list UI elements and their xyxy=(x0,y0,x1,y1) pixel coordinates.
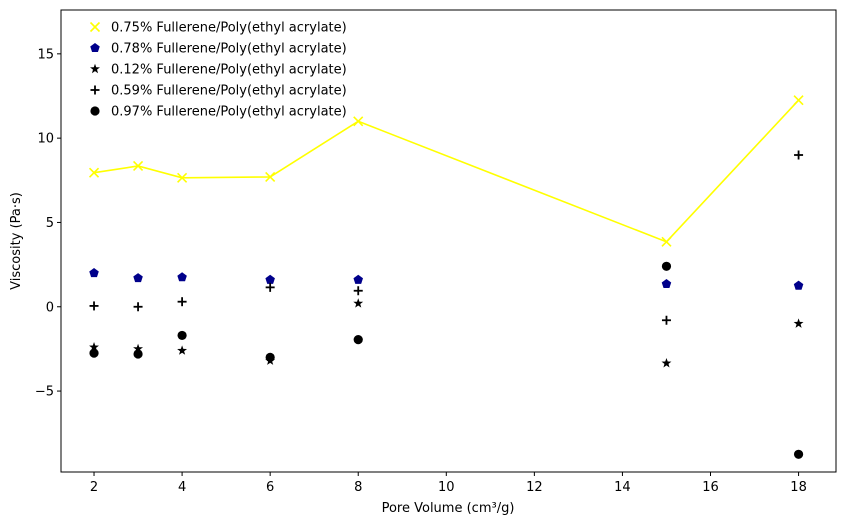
data-point xyxy=(177,330,187,341)
y-tick-label: −5 xyxy=(35,385,54,400)
data-point xyxy=(265,282,275,292)
data-point xyxy=(353,286,363,296)
y-tick-label: 0 xyxy=(46,300,54,315)
legend-label: 0.75% Fullerene/Poly(ethyl acrylate) xyxy=(111,21,347,36)
legend-label: 0.78% Fullerene/Poly(ethyl acrylate) xyxy=(111,42,347,57)
legend-item: 0.78% Fullerene/Poly(ethyl acrylate) xyxy=(90,42,347,57)
legend-item: 0.75% Fullerene/Poly(ethyl acrylate) xyxy=(89,21,347,36)
x-axis: 2 4 6 8 10 12 14 16 18 xyxy=(90,472,807,495)
data-point xyxy=(265,274,275,284)
x-tick-label: 14 xyxy=(614,480,631,495)
data-point xyxy=(133,349,143,359)
x-tick-label: 10 xyxy=(438,480,455,495)
y-tick-label: 10 xyxy=(37,132,54,147)
legend-item: 0.97% Fullerene/Poly(ethyl acrylate) xyxy=(90,105,347,120)
data-point xyxy=(661,358,672,368)
data-point xyxy=(88,167,100,178)
data-point xyxy=(177,297,187,307)
data-point xyxy=(353,335,363,345)
data-point xyxy=(661,236,672,247)
y-axis: −5 0 5 10 15 xyxy=(35,47,61,400)
data-point xyxy=(89,342,99,352)
plot-frame xyxy=(60,9,837,473)
data-point xyxy=(133,302,143,312)
legend-label: 0.59% Fullerene/Poly(ethyl acrylate) xyxy=(111,84,347,99)
plot-background xyxy=(61,10,836,472)
legend-item: 0.12% Fullerene/Poly(ethyl acrylate) xyxy=(90,63,347,78)
legend-marker xyxy=(90,43,100,53)
data-point xyxy=(133,273,143,283)
data-point xyxy=(793,449,804,459)
legend-marker xyxy=(90,63,100,74)
series-1 xyxy=(88,95,804,247)
data-point xyxy=(265,352,275,362)
data-point xyxy=(89,348,99,358)
y-tick-label: 5 xyxy=(46,216,54,231)
data-point xyxy=(89,268,99,278)
data-point xyxy=(794,150,804,160)
data-point xyxy=(661,279,672,289)
data-point xyxy=(265,171,276,182)
data-point xyxy=(793,95,804,106)
series-4 xyxy=(89,150,804,325)
x-axis-label: Pore Volume (cm³/g) xyxy=(382,501,515,516)
data-point xyxy=(661,315,671,325)
series-2 xyxy=(89,268,804,290)
series-5 xyxy=(89,261,804,459)
legend-marker xyxy=(89,21,101,33)
x-tick-label: 12 xyxy=(526,480,543,495)
legend-item: 0.59% Fullerene/Poly(ethyl acrylate) xyxy=(90,84,347,99)
data-point xyxy=(133,343,144,354)
data-point xyxy=(177,345,188,355)
x-tick-label: 16 xyxy=(702,480,719,495)
data-point xyxy=(177,272,187,282)
legend: 0.75% Fullerene/Poly(ethyl acrylate) 0.78… xyxy=(89,21,347,120)
data-point xyxy=(793,280,804,290)
x-tick-label: 8 xyxy=(354,480,362,495)
x-tick-label: 6 xyxy=(266,480,274,495)
data-point xyxy=(89,301,99,311)
y-axis-label: Viscosity (Pa·s) xyxy=(9,192,24,290)
data-point xyxy=(793,318,804,328)
series-layer xyxy=(88,95,804,459)
data-point xyxy=(661,261,672,271)
data-point xyxy=(353,116,364,127)
x-tick-label: 4 xyxy=(178,480,186,495)
legend-marker xyxy=(90,106,100,116)
data-point xyxy=(353,274,363,284)
legend-label: 0.12% Fullerene/Poly(ethyl acrylate) xyxy=(111,63,347,78)
y-tick-label: 15 xyxy=(37,47,54,62)
data-point xyxy=(353,298,364,308)
x-tick-label: 2 xyxy=(90,480,98,495)
legend-label: 0.97% Fullerene/Poly(ethyl acrylate) xyxy=(111,105,347,120)
data-point xyxy=(177,172,188,183)
data-point xyxy=(132,160,144,172)
legend-marker xyxy=(90,85,100,95)
x-tick-label: 18 xyxy=(790,480,807,495)
